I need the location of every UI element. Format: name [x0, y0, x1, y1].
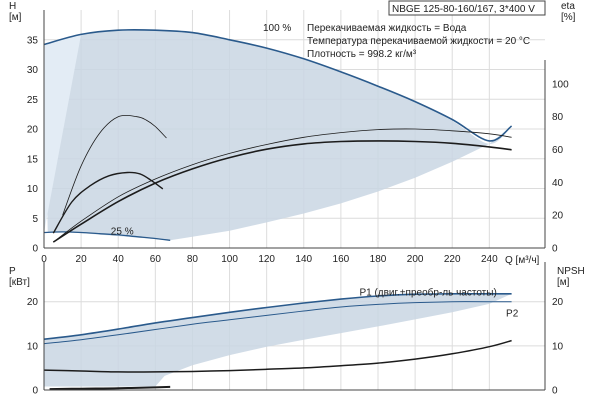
- operating-range-area: [44, 293, 512, 387]
- upper-axes: [43, 10, 546, 249]
- x-tick-label: 160: [333, 254, 350, 265]
- min-speed-area: [44, 34, 82, 233]
- info-liquid: Перекачиваемая жидкость = Вода: [307, 23, 467, 34]
- info-density: Плотность = 998.2 кг/м³: [307, 49, 417, 60]
- curve-lower-2: [43, 339, 512, 373]
- y-tick-label-right: 100: [552, 79, 569, 90]
- x-tick-label: 120: [258, 254, 275, 265]
- x-tick-label: 240: [481, 254, 498, 265]
- y-tick-label-right: 20: [552, 297, 564, 308]
- curve-upper-3: [52, 171, 164, 234]
- curve-annotation: P1 (двиг.+преобр-ль частоты): [359, 287, 496, 299]
- upper-tick-labels: 0 20 40 60 80 100 120 140 160 180 200 220 2400510152…: [27, 35, 569, 265]
- curve-lower-0: [43, 292, 512, 340]
- y-tick-label-left: 30: [27, 65, 39, 76]
- x-tick-label: 140: [295, 254, 312, 265]
- y-tick-label-left: 25: [27, 95, 39, 106]
- y-tick-label-right: 40: [552, 178, 564, 189]
- x-tick-label: 0: [41, 254, 47, 265]
- curve-annotation: 100 %: [263, 23, 291, 34]
- head-efficiency-panel: 0 20 40 60 80 100 120 140 160 180 200 220 2400510152…: [27, 10, 569, 265]
- y-tick-label-right: 60: [552, 145, 564, 156]
- curve-upper-2: [62, 114, 167, 216]
- upper-annotations: 100 % 25 %: [111, 23, 292, 237]
- y-axis-label-head: H [м]: [9, 1, 22, 23]
- y-tick-label-left: 10: [27, 341, 39, 352]
- y-tick-label-left: 20: [27, 125, 39, 136]
- x-tick-label: 40: [113, 254, 125, 265]
- curve-upper-1: [43, 231, 171, 241]
- x-tick-label: 80: [187, 254, 199, 265]
- x-tick-label: 200: [407, 254, 424, 265]
- y-tick-label-right: 0: [552, 244, 558, 255]
- curve-annotation: P2: [506, 309, 519, 320]
- y-tick-label-left: 20: [27, 297, 39, 308]
- lower-annotations: P1 (двиг.+преобр-ль частоты) P2: [359, 287, 518, 320]
- upper-curves: [43, 28, 513, 243]
- x-tick-label: 180: [370, 254, 387, 265]
- x-tick-label: 100: [221, 254, 238, 265]
- curve-lower-1: [43, 301, 512, 345]
- y-tick-label-right: 10: [552, 341, 564, 352]
- lower-tick-labels: 0 10 20 0 10 20: [27, 297, 564, 396]
- y-axis-label-eta: eta [%]: [561, 1, 576, 23]
- y-tick-label-right: 80: [552, 112, 564, 123]
- x-tick-label: 220: [444, 254, 461, 265]
- x-tick-label: 20: [76, 254, 88, 265]
- y-tick-label-left: 10: [27, 184, 39, 195]
- y-tick-label-right: 20: [552, 211, 564, 222]
- curve-lower-3: [49, 385, 171, 391]
- info-temperature: Температура перекачиваемой жидкости = 20…: [307, 36, 530, 47]
- y-axis-label-power: P [кВт]: [9, 266, 30, 288]
- operating-range-area: [44, 29, 512, 241]
- model-title: NBGE 125-80-160/167, 3*400 V: [392, 4, 535, 15]
- y-tick-label-left: 0: [32, 244, 38, 255]
- y-tick-label-left: 5: [32, 214, 38, 225]
- y-axis-label-npsh: NPSH [м]: [557, 266, 585, 288]
- x-tick-label: 60: [150, 254, 162, 265]
- lower-operating-range: [44, 293, 512, 387]
- y-tick-label-left: 35: [27, 35, 39, 46]
- x-axis-label-flow: Q [м³/ч]: [505, 255, 540, 266]
- curve-upper-4: [53, 128, 512, 243]
- lower-axes: [43, 262, 546, 391]
- curve-upper-5: [52, 140, 512, 243]
- curve-annotation: 25 %: [111, 226, 134, 237]
- lower-curves: [43, 292, 512, 391]
- curve-upper-0: [43, 28, 513, 142]
- y-tick-label-left: 15: [27, 154, 39, 165]
- y-tick-label-left: 0: [32, 386, 38, 397]
- upper-operating-range: [44, 29, 512, 241]
- model-box: [388, 0, 546, 16]
- y-tick-label-right: 0: [552, 386, 558, 397]
